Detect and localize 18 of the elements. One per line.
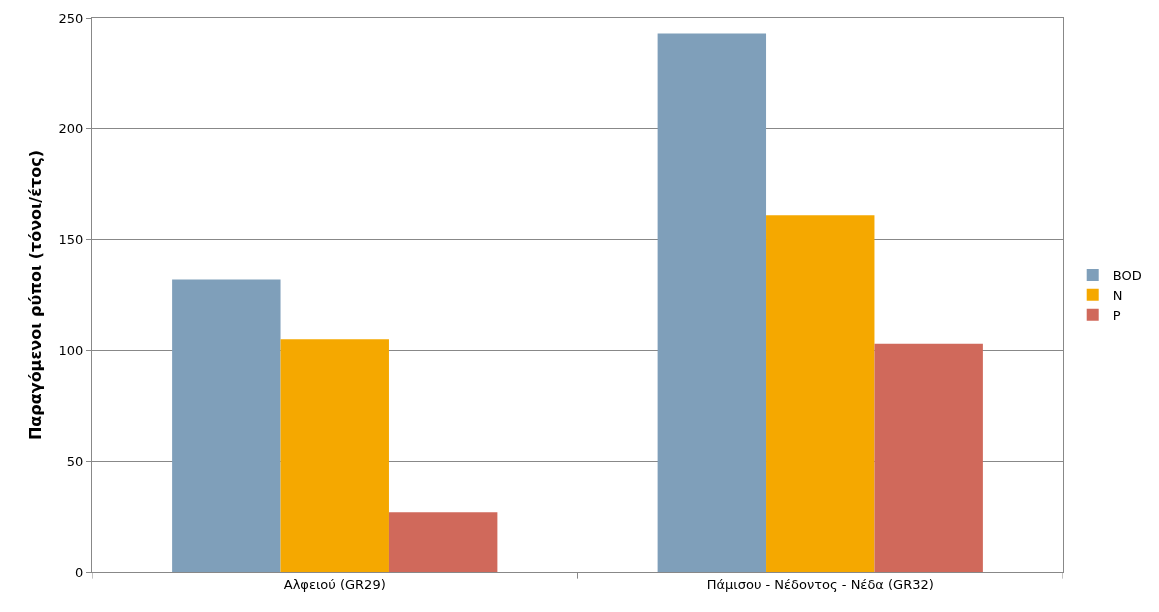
y-tick-label: 100 — [58, 342, 84, 358]
y-tick-label: 0 — [75, 564, 84, 580]
bar — [388, 512, 498, 572]
bar — [657, 33, 767, 572]
bar — [172, 279, 281, 572]
legend-label: N — [1112, 287, 1123, 303]
bar — [766, 215, 875, 572]
legend-label: P — [1112, 307, 1121, 323]
x-tick-label: Πάμισου - Νέδοντος - Νέδα (GR32) — [706, 576, 934, 592]
bar — [280, 339, 389, 572]
y-tick-label: 200 — [58, 121, 84, 137]
x-tick-label: Αλφειού (GR29) — [283, 576, 386, 592]
y-tick-label: 150 — [58, 232, 84, 248]
legend-label: BOD — [1112, 268, 1142, 284]
bar — [874, 343, 983, 572]
y-axis-title: Παραγόμενοι ρύποι (τόνοι/έτος) — [26, 149, 46, 441]
y-tick-label: 250 — [58, 10, 84, 26]
y-tick-label: 50 — [66, 453, 84, 469]
